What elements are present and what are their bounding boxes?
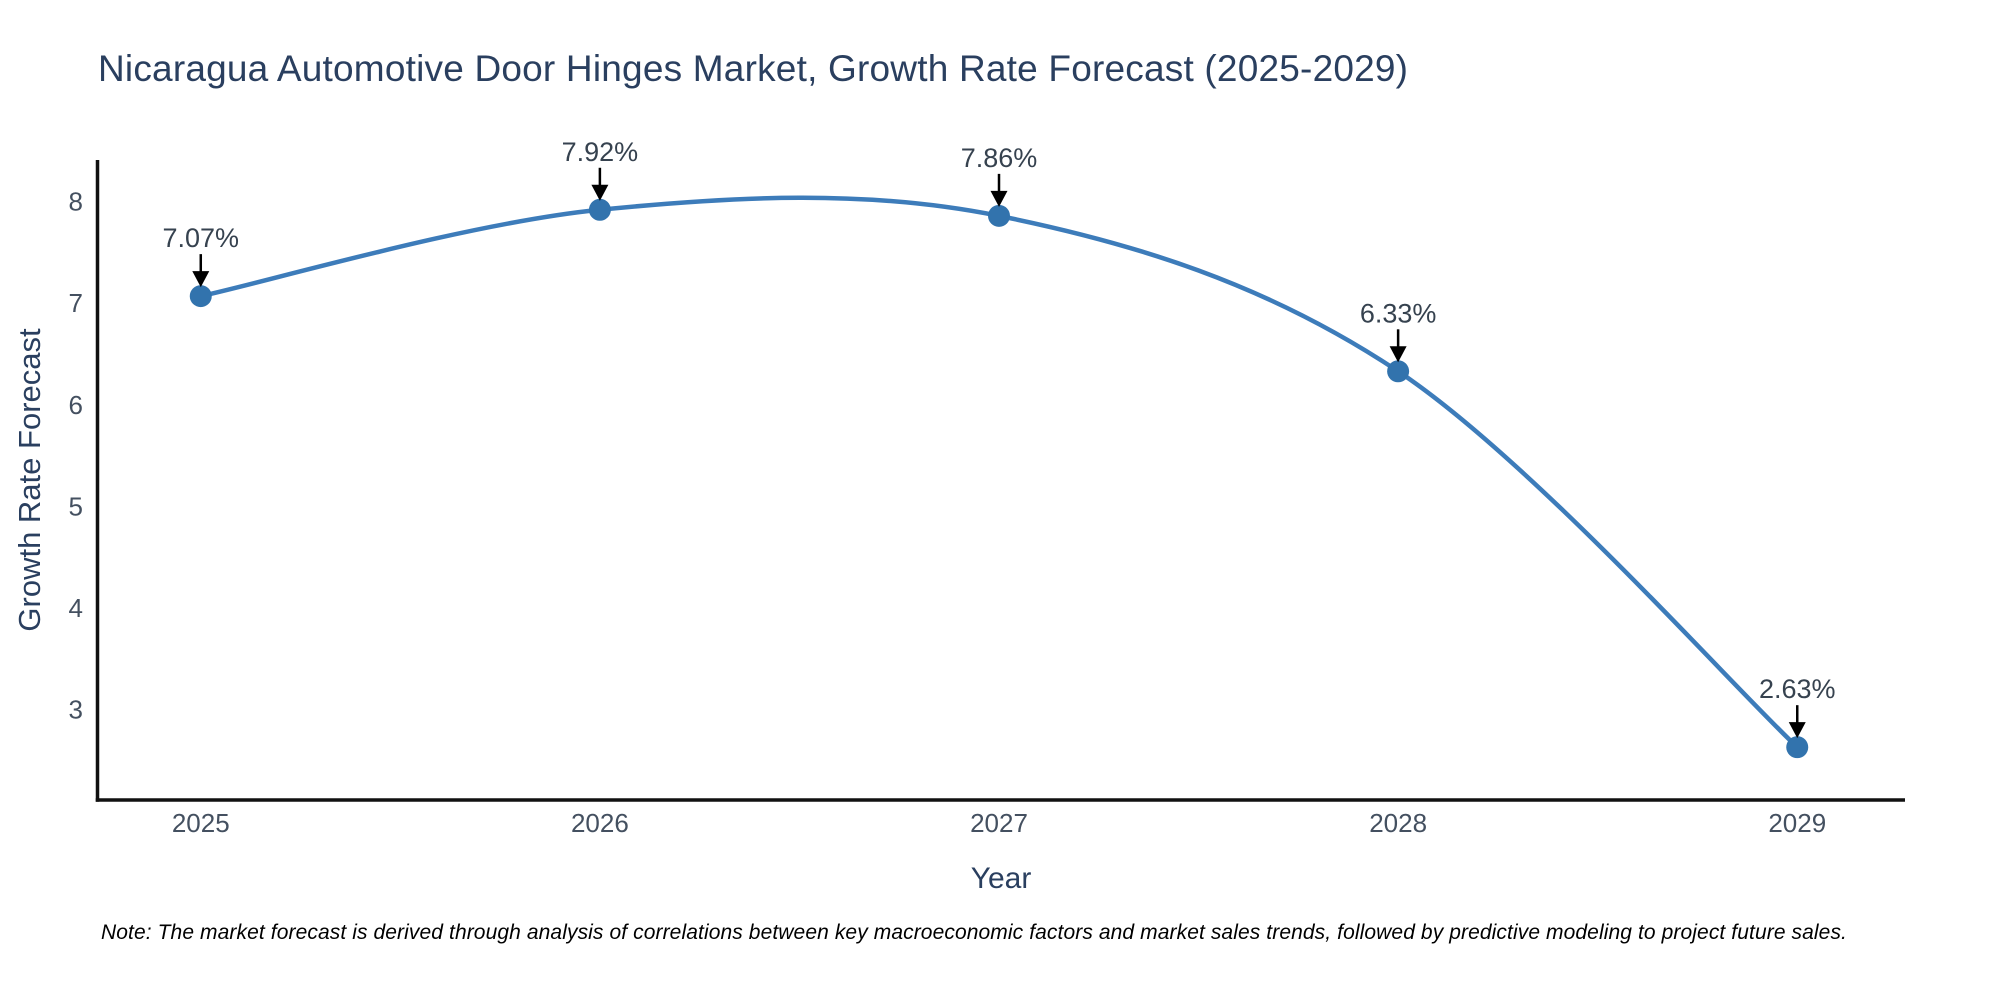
annotation-arrowhead-icon [1788, 722, 1806, 739]
x-axis-title: Year [970, 862, 1032, 895]
data-point-2028[interactable] [1387, 360, 1410, 383]
x-tick-label: 2025 [172, 808, 230, 838]
y-tick-label: 3 [69, 695, 83, 725]
x-tick-label: 2027 [970, 808, 1028, 838]
data-point-2026[interactable] [588, 198, 611, 221]
chart-title: Nicaragua Automotive Door Hinges Market,… [98, 48, 1409, 89]
annotation-arrowhead-icon [192, 271, 210, 288]
y-axis-title: Growth Rate Forecast [12, 328, 47, 632]
point-label: 7.92% [562, 137, 639, 167]
data-point-2029[interactable] [1786, 736, 1809, 759]
annotation-arrowhead-icon [591, 184, 609, 201]
y-tick-label: 8 [69, 187, 83, 217]
point-label: 6.33% [1360, 298, 1437, 328]
x-tick-label: 2026 [571, 808, 629, 838]
footnote: Note: The market forecast is derived thr… [101, 921, 1847, 944]
x-tick-label: 2029 [1768, 808, 1826, 838]
point-label: 7.86% [961, 143, 1038, 173]
x-tick-label: 2028 [1369, 808, 1427, 838]
annotation-arrowhead-icon [990, 190, 1008, 207]
y-tick-label: 7 [69, 288, 83, 318]
data-point-2025[interactable] [189, 285, 212, 308]
y-tick-label: 6 [69, 390, 83, 420]
y-tick-label: 4 [69, 593, 83, 623]
y-tick-label: 5 [69, 491, 83, 521]
annotation-arrowhead-icon [1389, 346, 1407, 363]
point-label: 7.07% [162, 223, 239, 253]
point-label: 2.63% [1759, 674, 1836, 704]
data-point-2027[interactable] [988, 204, 1011, 227]
forecast-line [198, 195, 1800, 750]
